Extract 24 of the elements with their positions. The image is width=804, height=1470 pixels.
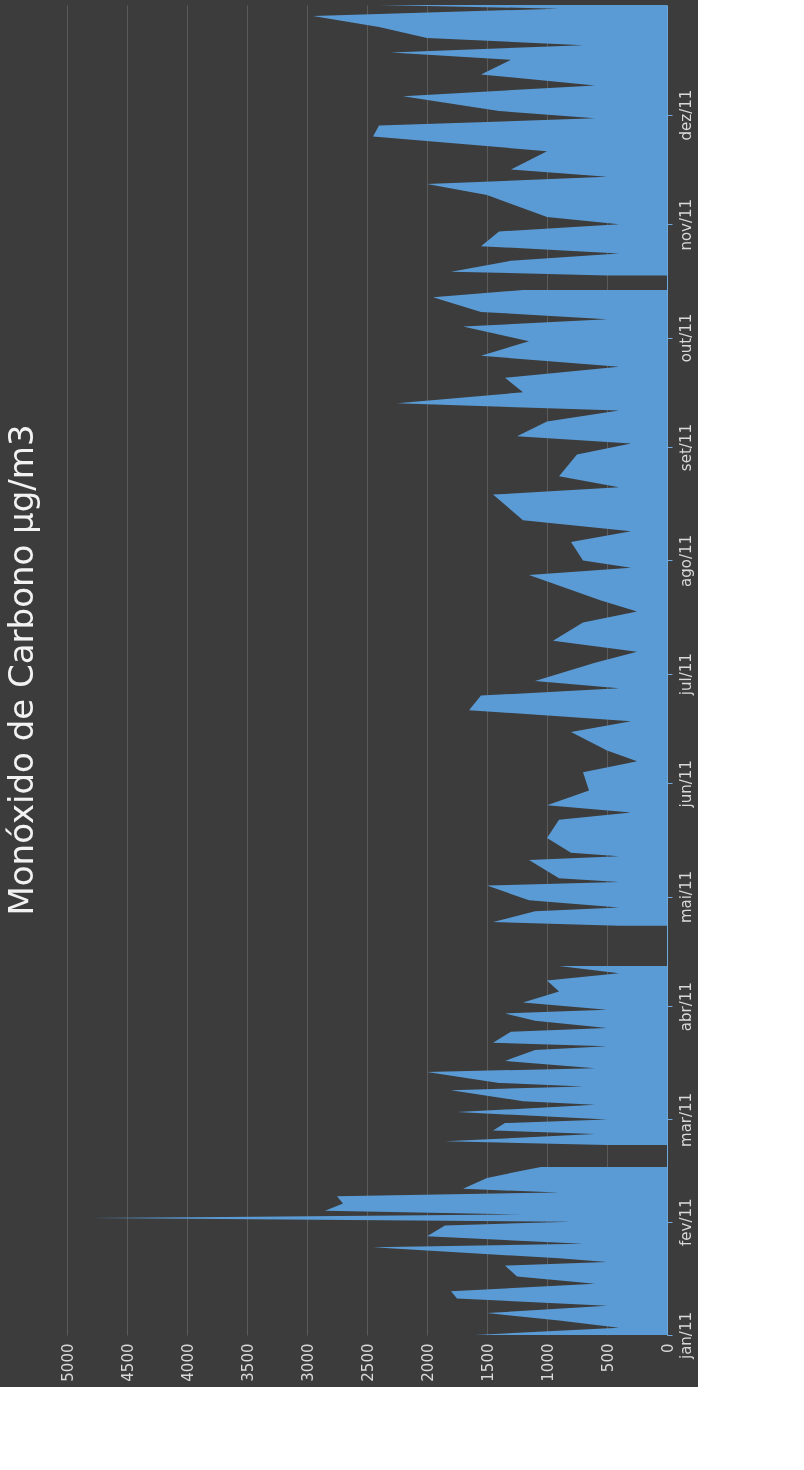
y-tick-label: jun/11: [676, 760, 695, 809]
x-tick-label: 4500: [118, 1343, 137, 1382]
y-tick-label: mar/11: [676, 1092, 695, 1147]
text: Monóxido de Carbono µg/m3: [1, 424, 41, 916]
x-tick-label: 3000: [298, 1343, 317, 1382]
y-tick-label: ago/11: [676, 534, 695, 587]
x-tick-label: 500: [598, 1343, 617, 1373]
x-tick-label: 0: [658, 1343, 677, 1354]
x-tick-label: 5000: [58, 1343, 77, 1382]
y-tick-label: fev/11: [676, 1198, 695, 1246]
x-tick-label: 3500: [238, 1343, 257, 1382]
y-tick-label: nov/11: [676, 198, 695, 251]
x-tick-label: 2000: [418, 1343, 437, 1382]
x-tick-label: 2500: [358, 1343, 377, 1382]
y-tick-label: set/11: [676, 424, 695, 472]
x-tick-label: 1000: [538, 1343, 557, 1382]
y-tick-label: abr/11: [676, 982, 695, 1032]
x-tick-label: 1500: [478, 1343, 497, 1382]
y-tick-label: mai/11: [676, 870, 695, 924]
x-tick-label: 4000: [178, 1343, 197, 1382]
y-tick-label: jan/11: [676, 1311, 695, 1361]
y-tick-label: out/11: [676, 313, 695, 363]
y-tick-label: jul/11: [676, 653, 695, 697]
y-tick-label: dez/11: [676, 89, 695, 141]
